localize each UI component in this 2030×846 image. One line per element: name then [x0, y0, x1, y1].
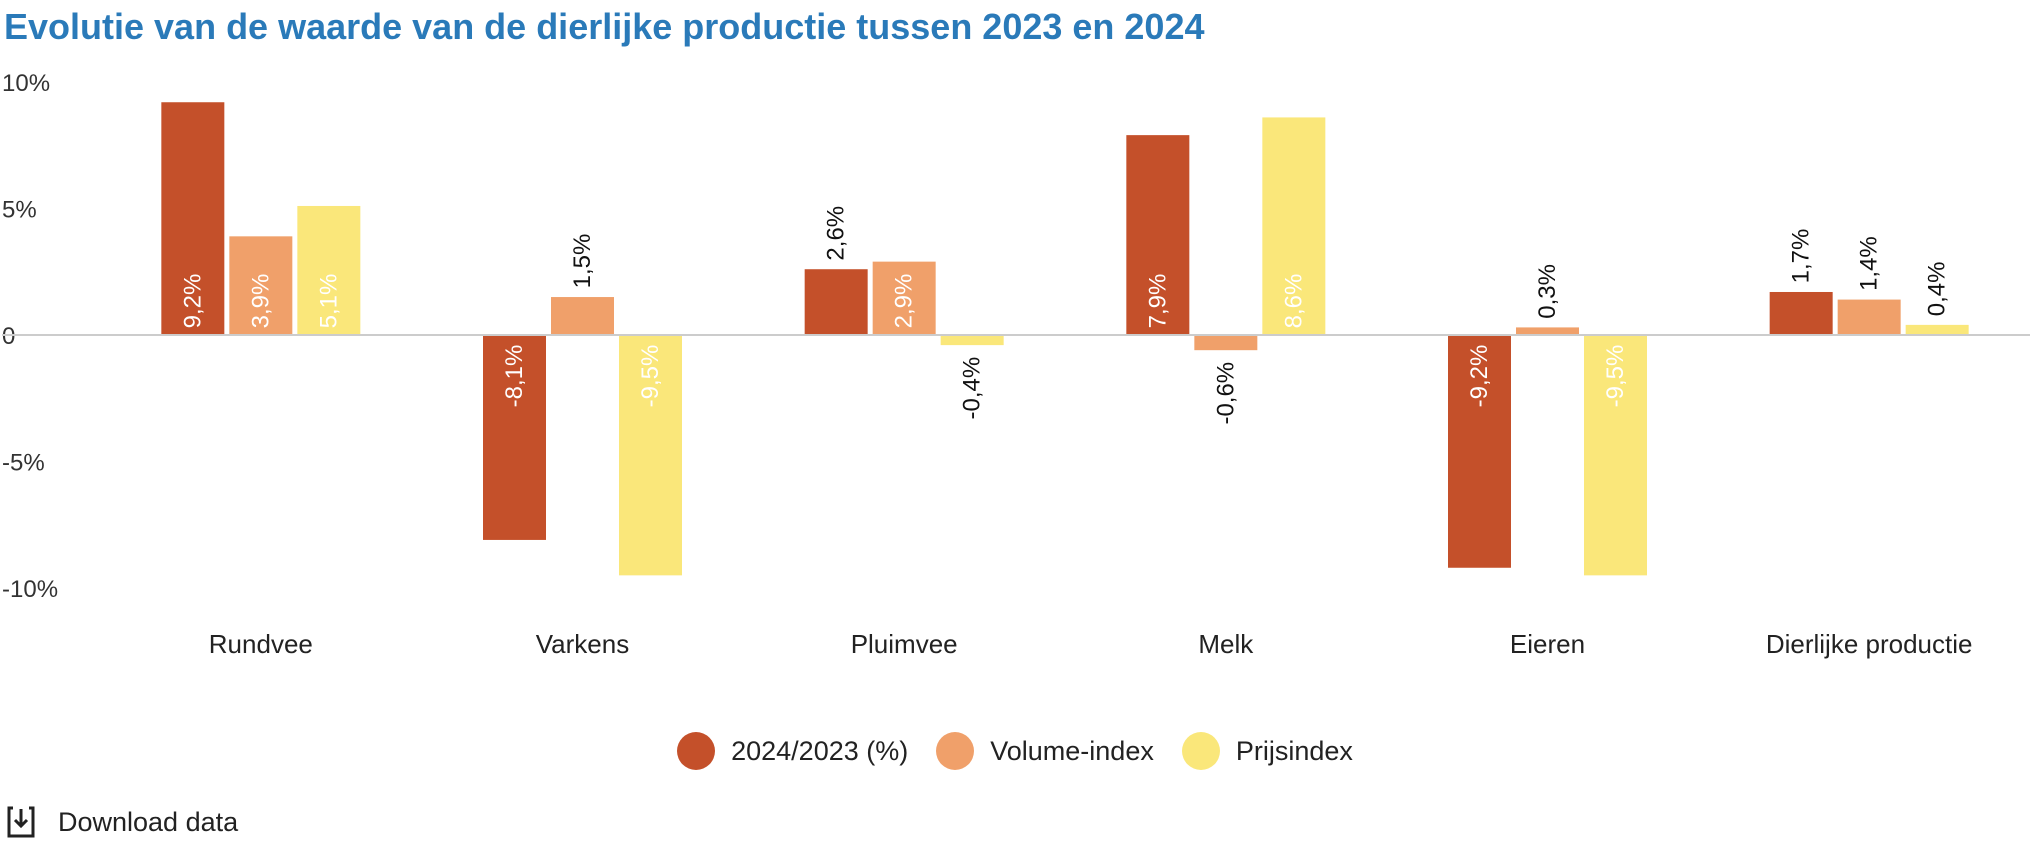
bar[interactable] — [161, 102, 225, 336]
bar[interactable] — [619, 335, 682, 576]
data-label: 0,4% — [1924, 262, 1951, 317]
download-icon — [7, 806, 35, 838]
data-label: 1,7% — [1788, 229, 1815, 284]
legend-label: Volume-index — [990, 735, 1154, 766]
bar[interactable] — [1194, 335, 1258, 351]
data-label: -0,6% — [1212, 362, 1239, 425]
x-tick-label: Rundvee — [209, 629, 313, 659]
data-label: 2,9% — [891, 274, 918, 329]
legend-swatch — [677, 732, 716, 770]
x-tick-label: Pluimvee — [851, 629, 958, 659]
download-data-button[interactable]: Download data — [6, 805, 238, 839]
data-label: 7,9% — [1144, 274, 1171, 329]
data-label: 5,1% — [315, 274, 342, 329]
bar[interactable] — [1584, 335, 1647, 576]
y-tick-label: 5% — [2, 197, 37, 224]
data-label: -9,5% — [1602, 345, 1629, 408]
data-label: 9,2% — [179, 274, 206, 329]
legend-item[interactable]: 2024/2023 (%) — [677, 732, 908, 770]
data-label: -0,4% — [959, 357, 986, 420]
x-tick-label: Varkens — [536, 629, 629, 659]
data-label: 0,3% — [1534, 264, 1561, 319]
bar[interactable] — [483, 335, 546, 540]
download-label: Download data — [58, 806, 239, 837]
bar[interactable] — [1905, 324, 1969, 335]
x-tick-label: Eieren — [1510, 629, 1585, 659]
x-tick-label: Melk — [1198, 629, 1254, 659]
legend-item[interactable]: Prijsindex — [1181, 732, 1353, 770]
bar[interactable] — [872, 261, 936, 335]
bar[interactable] — [551, 297, 614, 335]
bar[interactable] — [804, 269, 868, 335]
bar[interactable] — [1126, 135, 1190, 335]
legend-swatch — [936, 732, 975, 770]
data-label: 3,9% — [247, 274, 274, 329]
legend-swatch — [1181, 732, 1220, 770]
legend-item[interactable]: Volume-index — [936, 732, 1154, 770]
x-axis: Rundvee Varkens Pluimvee Melk Eieren Dierlijk… — [209, 629, 1973, 659]
chart-title: Evolutie van de waarde van de dierlijke … — [4, 6, 1205, 47]
bar[interactable] — [229, 236, 293, 335]
x-tick-label: Dierlijke productie — [1766, 629, 1973, 659]
y-tick-label: 0 — [2, 323, 15, 350]
data-label: 1,5% — [569, 234, 596, 289]
bar[interactable] — [1262, 117, 1326, 335]
legend: 2024/2023 (%) Volume-index Prijsindex — [0, 732, 2030, 770]
y-tick-label: -5% — [2, 450, 45, 477]
data-label: 1,4% — [1856, 236, 1883, 291]
data-label: -9,2% — [1466, 345, 1493, 408]
bar[interactable] — [1516, 327, 1579, 335]
data-label: 2,6% — [823, 206, 850, 261]
data-label: 8,6% — [1280, 274, 1307, 329]
bar[interactable] — [940, 335, 1004, 346]
bar[interactable] — [297, 205, 361, 335]
bar[interactable] — [1448, 335, 1511, 568]
legend-label: Prijsindex — [1235, 735, 1353, 766]
y-tick-label: 10% — [2, 70, 50, 97]
bars — [161, 102, 1969, 576]
y-axis: 10% 5% 0 -5% -10% — [2, 70, 58, 603]
data-label: -9,5% — [637, 345, 664, 408]
data-labels: 9,2% 3,9% 5,1% -8,1% 1,5% -9,5% 2,6% 2,9% -0,4% 7… — [179, 206, 1950, 425]
data-label: -8,1% — [501, 345, 528, 408]
legend-label: 2024/2023 (%) — [731, 735, 909, 766]
bar[interactable] — [1837, 299, 1901, 335]
bar[interactable] — [1769, 291, 1833, 335]
y-tick-label: -10% — [2, 576, 58, 603]
